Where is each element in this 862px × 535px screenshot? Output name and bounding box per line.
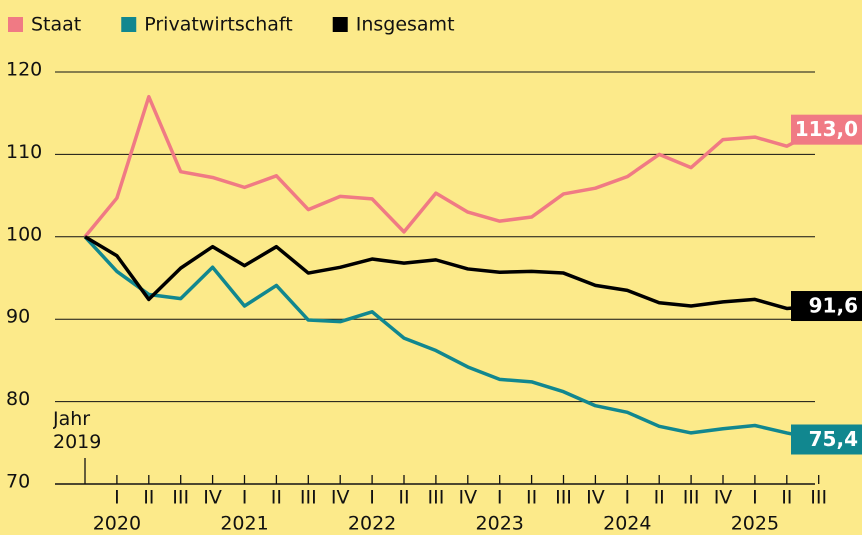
x-tick-label: II — [654, 487, 665, 509]
x-tick-label: Jahr 2019 — [53, 408, 102, 453]
x-tick-label: I — [624, 487, 630, 509]
x-tick-label: Jahr 2019 — [53, 408, 102, 453]
year-label: 2021 — [220, 513, 268, 535]
x-tick-label: III — [555, 487, 572, 509]
x-tick-label: IV — [586, 487, 605, 509]
year-label: 2025 — [731, 513, 779, 535]
x-tick-label: IV — [458, 487, 477, 509]
x-tick-label: II — [398, 487, 409, 509]
x-tick-label: I — [497, 487, 503, 509]
line-series — [83, 235, 820, 442]
legend-swatch — [332, 17, 348, 32]
x-tick-label: I — [752, 487, 758, 509]
end-label-box — [791, 424, 862, 455]
x-tick-label: II — [143, 487, 154, 509]
x-tick-label: IV — [714, 487, 733, 509]
legend-swatch — [8, 17, 23, 32]
end-label-box — [791, 114, 862, 145]
line-series — [83, 94, 820, 238]
end-label: 75,4 — [809, 427, 858, 451]
x-tick-label: I — [369, 487, 375, 509]
year-label: 2022 — [348, 513, 396, 535]
y-tick-label: 70 — [6, 471, 30, 493]
y-tick-label: 100 — [6, 223, 42, 245]
x-tick-label: IV — [331, 487, 350, 509]
end-label-box — [791, 291, 862, 322]
x-tick-label: IV — [203, 487, 222, 509]
legend-label: Staat — [31, 14, 81, 36]
end-label: 113,0 — [795, 117, 858, 141]
x-tick-label: III — [427, 487, 444, 509]
year-label: 2024 — [603, 513, 651, 535]
legend-label: Privatwirtschaft — [144, 14, 292, 36]
legend-swatch — [121, 17, 137, 32]
y-tick-label: 80 — [6, 388, 30, 410]
line-series — [84, 235, 819, 311]
x-tick-label: I — [114, 487, 120, 509]
y-tick-label: 120 — [6, 59, 42, 81]
x-tick-label: III — [683, 487, 700, 509]
year-label: 2020 — [93, 513, 141, 535]
legend-label: Insgesamt — [356, 14, 455, 36]
x-tick-label: II — [526, 487, 537, 509]
y-tick-label: 110 — [6, 141, 42, 163]
year-label: 2023 — [476, 513, 524, 535]
x-tick-label: III — [172, 487, 189, 509]
x-tick-label: II — [781, 487, 792, 509]
y-tick-label: 90 — [6, 306, 30, 328]
x-tick-label: III — [810, 487, 827, 509]
x-tick-label: II — [271, 487, 282, 509]
end-label: 91,6 — [809, 294, 858, 318]
x-tick-label: III — [300, 487, 317, 509]
x-tick-label: I — [242, 487, 248, 509]
